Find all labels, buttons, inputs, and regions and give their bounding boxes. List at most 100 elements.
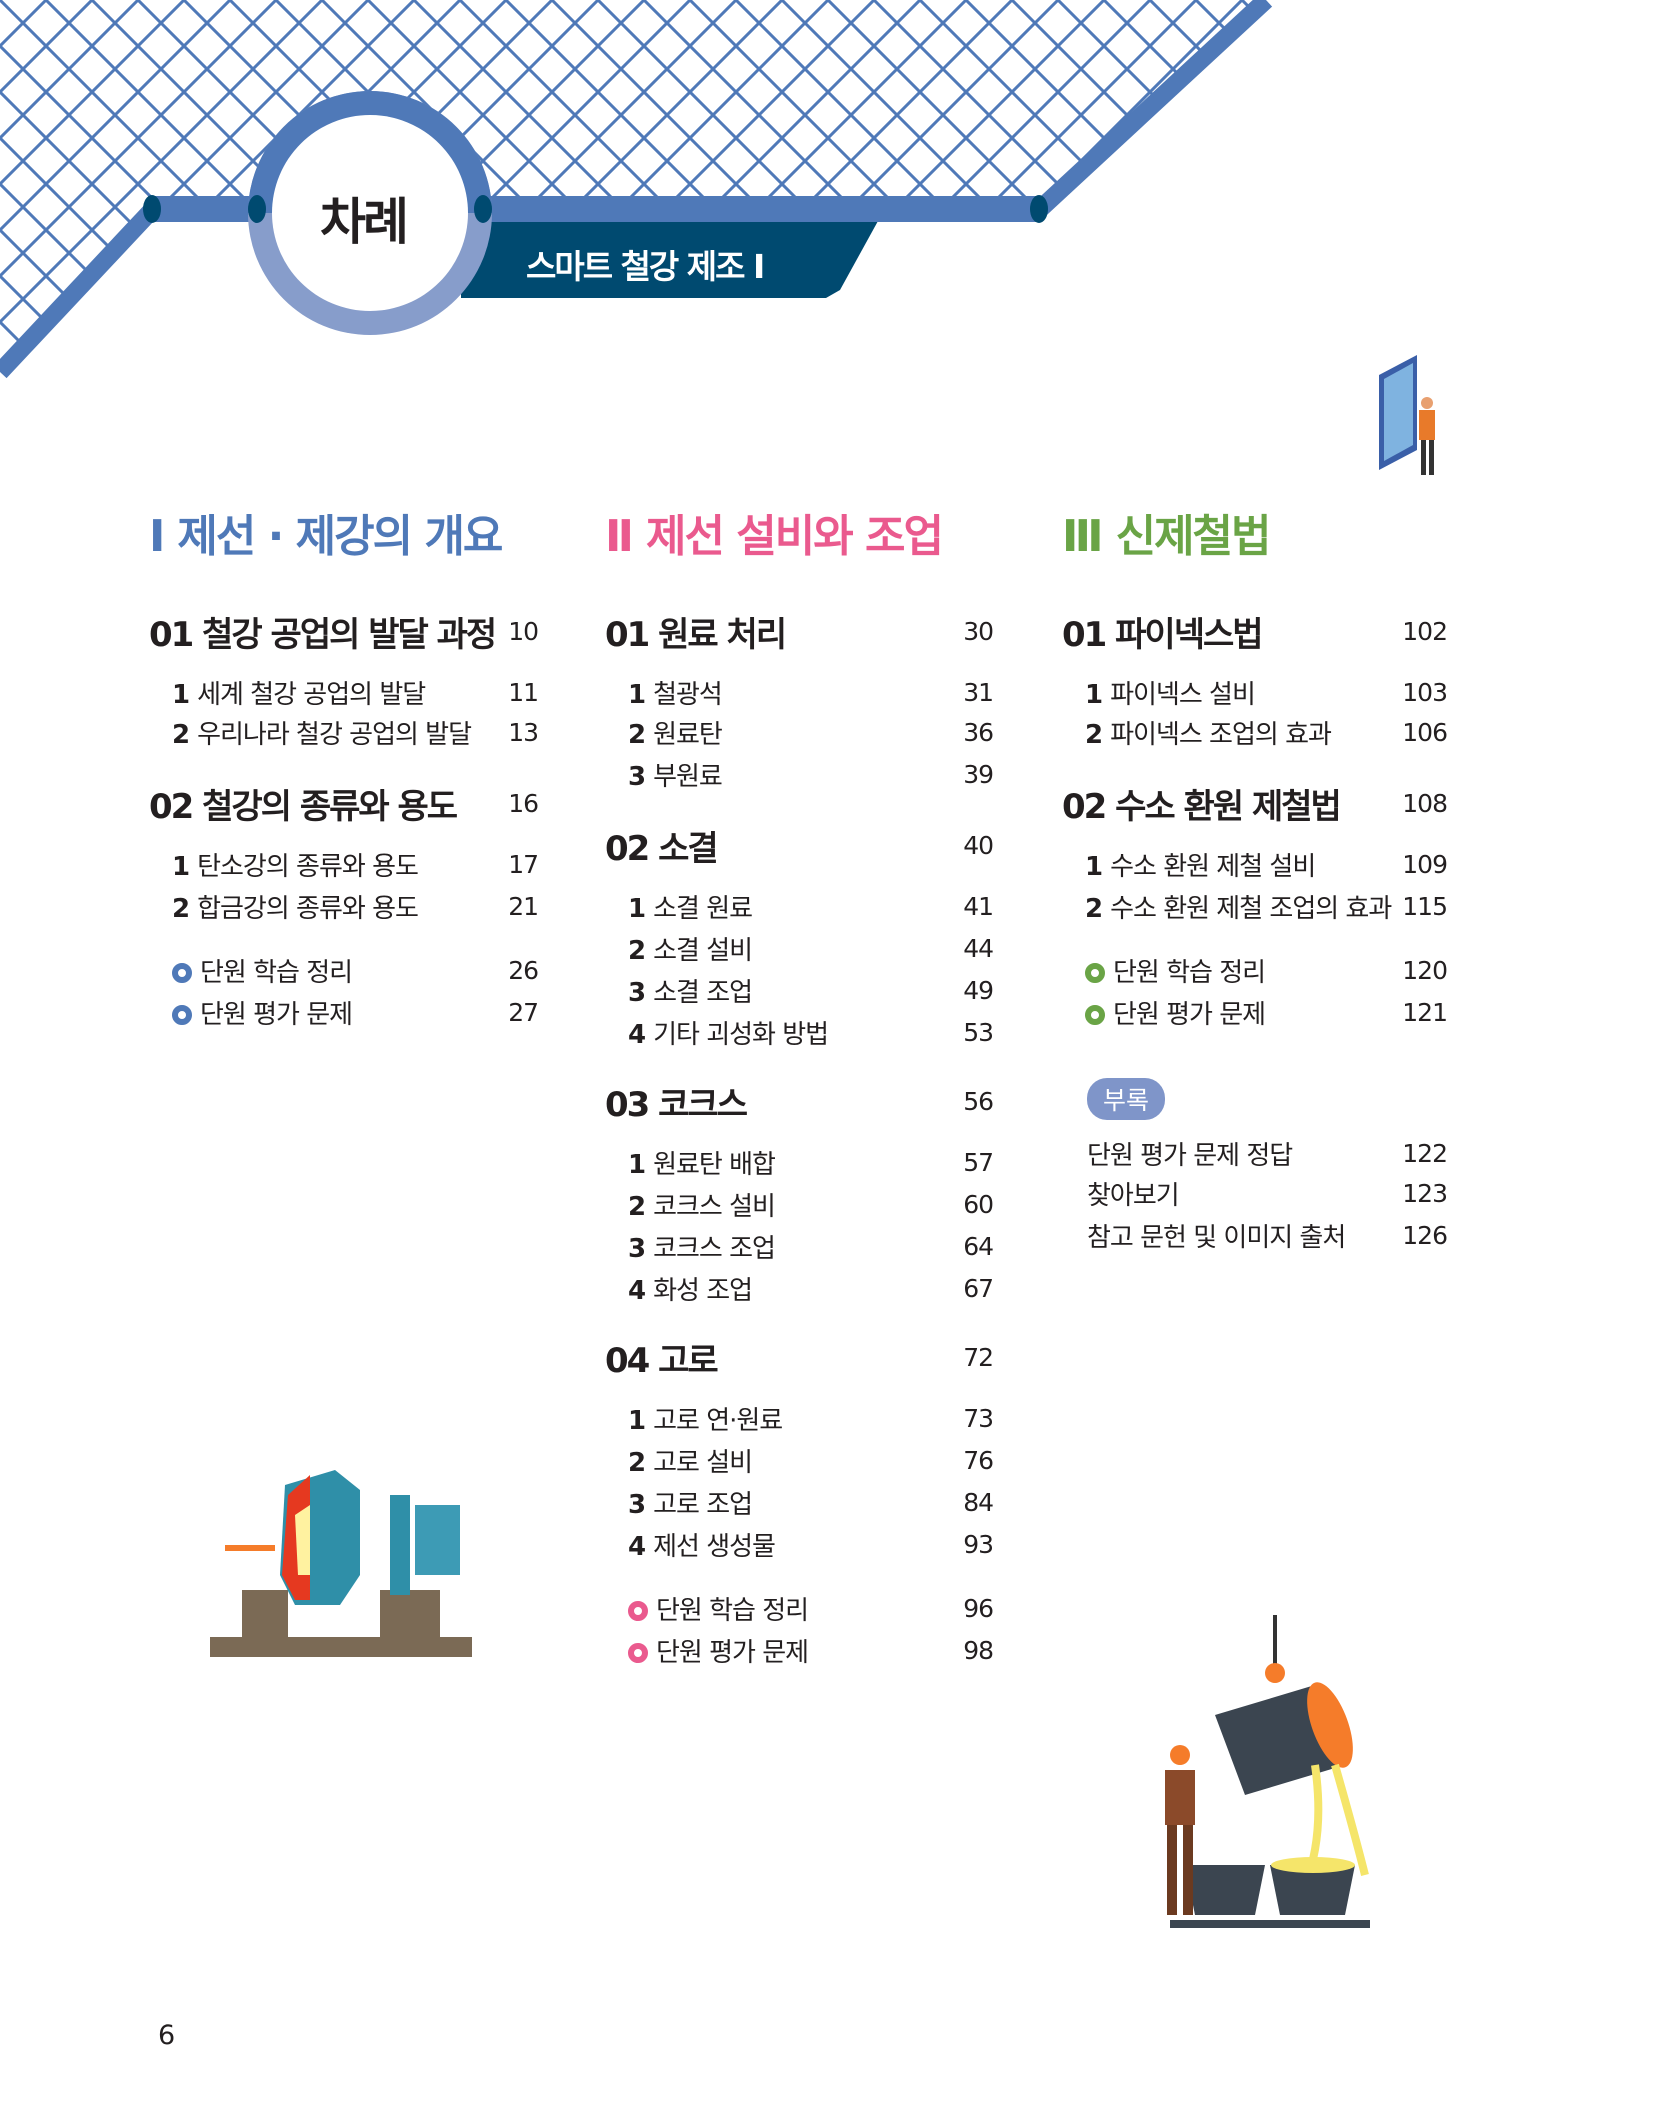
- entry-page: 30: [963, 616, 994, 646]
- toc-chapter[interactable]: 04 고로 72: [605, 1337, 994, 1381]
- entry-page: 122: [1402, 1138, 1448, 1168]
- toc-entry[interactable]: 1 수소 환원 제철 설비 109: [1085, 844, 1448, 884]
- entry-label: 01 파이넥스법: [1062, 614, 1264, 655]
- entry-page: 103: [1402, 677, 1448, 707]
- entry-label: 단원 학습 정리: [656, 1595, 809, 1626]
- toc-entry[interactable]: 단원 학습 정리 96: [628, 1588, 994, 1628]
- subtitle-band: [461, 221, 878, 298]
- entry-label: 단원 학습 정리: [200, 957, 353, 988]
- toc-chapter[interactable]: 01 철강 공업의 발달 과정 10: [149, 611, 539, 655]
- entry-number: 2: [628, 719, 646, 750]
- bullet-ring-icon: [172, 962, 192, 983]
- toc-entry[interactable]: 2 고로 설비 76: [628, 1440, 994, 1480]
- toc-entry[interactable]: 단원 학습 정리 120: [1085, 950, 1448, 990]
- toc-entry[interactable]: 2 파이넥스 조업의 효과 106: [1085, 712, 1448, 752]
- entry-label: 단원 평가 문제: [200, 999, 353, 1030]
- toc-entry[interactable]: 4 화성 조업 67: [628, 1268, 994, 1308]
- entry-label: 세계 철강 공업의 발달: [197, 679, 426, 710]
- toc-entry[interactable]: 2 합금강의 종류와 용도 21: [172, 886, 539, 926]
- toc-chapter[interactable]: 02 수소 환원 제철법 108: [1062, 783, 1448, 827]
- entry-number: 1: [1085, 851, 1103, 882]
- toc-entry[interactable]: 참고 문헌 및 이미지 출처 126: [1087, 1215, 1448, 1255]
- entry-page: 106: [1402, 717, 1448, 747]
- toc-chapter[interactable]: 03 코크스 56: [605, 1081, 994, 1125]
- entry-label: 고로 설비: [653, 1447, 753, 1478]
- converter-furnace-illustration: [210, 1470, 472, 1657]
- section-title-3: Ⅲ 신제철법: [1062, 500, 1272, 564]
- toc-entry[interactable]: 단원 평가 문제 98: [628, 1630, 994, 1670]
- toc-entry[interactable]: 단원 평가 문제 정답 122: [1087, 1133, 1448, 1173]
- entry-page: 11: [508, 677, 539, 707]
- toc-entry[interactable]: 1 세계 철강 공업의 발달 11: [172, 672, 539, 712]
- entry-label: 02 철강의 종류와 용도: [149, 786, 458, 827]
- bullet-ring-icon: [1085, 1004, 1105, 1025]
- toc-entry[interactable]: 1 고로 연·원료 73: [628, 1398, 994, 1438]
- toc-entry[interactable]: 1 소결 원료 41: [628, 886, 994, 926]
- toc-entry[interactable]: 4 기타 괴성화 방법 53: [628, 1012, 994, 1052]
- entry-page: 40: [963, 830, 994, 860]
- entry-page: 96: [963, 1593, 994, 1623]
- section-title-1: Ⅰ 제선 · 제강의 개요: [149, 500, 503, 564]
- entry-page: 108: [1402, 788, 1448, 818]
- entry-label: 단원 평가 문제: [1113, 999, 1266, 1030]
- entry-page: 44: [963, 933, 994, 963]
- toc-chapter[interactable]: 01 파이넥스법 102: [1062, 611, 1448, 655]
- entry-label: 탄소강의 종류와 용도: [197, 851, 419, 882]
- toc-entry[interactable]: 찾아보기 123: [1087, 1173, 1448, 1213]
- entry-label: 04 고로: [605, 1340, 719, 1381]
- book-subtitle: 스마트 철강 제조 Ⅰ: [526, 247, 765, 286]
- entry-label: 소결 조업: [653, 977, 753, 1008]
- toc-entry[interactable]: 2 수소 환원 제철 조업의 효과 115: [1085, 886, 1448, 926]
- entry-label: 02 소결: [605, 828, 719, 869]
- toc-entry[interactable]: 3 고로 조업 84: [628, 1482, 994, 1522]
- toc-entry[interactable]: 단원 평가 문제 27: [172, 992, 539, 1032]
- toc-entry[interactable]: 3 소결 조업 49: [628, 970, 994, 1010]
- entry-label: 단원 평가 문제 정답: [1087, 1140, 1293, 1171]
- toc-entry[interactable]: 1 탄소강의 종류와 용도 17: [172, 844, 539, 884]
- entry-page: 57: [963, 1147, 994, 1177]
- toc-entry[interactable]: 3 코크스 조업 64: [628, 1226, 994, 1266]
- entry-label: 01 원료 처리: [605, 614, 787, 655]
- toc-chapter[interactable]: 01 원료 처리 30: [605, 611, 994, 655]
- entry-label: 코크스 설비: [653, 1191, 776, 1222]
- entry-page: 36: [963, 717, 994, 747]
- section-title-text: 제선 · 제강의 개요: [177, 511, 503, 562]
- toc-entry[interactable]: 단원 평가 문제 121: [1085, 992, 1448, 1032]
- toc-entry[interactable]: 1 파이넥스 설비 103: [1085, 672, 1448, 712]
- toc-entry[interactable]: 1 철광석 31: [628, 672, 994, 712]
- entry-page: 17: [508, 849, 539, 879]
- appendix-badge: 부록: [1087, 1078, 1166, 1120]
- bullet-ring-icon: [172, 1004, 192, 1025]
- entry-label: 원료탄 배합: [653, 1149, 776, 1180]
- toc-chapter[interactable]: 02 철강의 종류와 용도 16: [149, 783, 539, 827]
- entry-label: 단원 학습 정리: [1113, 957, 1266, 988]
- toc-entry[interactable]: 4 제선 생성물 93: [628, 1524, 994, 1564]
- entry-number: 1: [628, 1149, 646, 1180]
- toc-entry[interactable]: 2 원료탄 36: [628, 712, 994, 752]
- entry-label: 02 수소 환원 제철법: [1062, 786, 1342, 827]
- entry-page: 126: [1402, 1220, 1448, 1250]
- toc-entry[interactable]: 단원 학습 정리 26: [172, 950, 539, 990]
- section-numeral: Ⅲ: [1062, 511, 1104, 562]
- entry-number: 2: [172, 719, 190, 750]
- bullet-ring-icon: [628, 1600, 648, 1621]
- page-number: 6: [158, 2020, 176, 2051]
- entry-page: 121: [1402, 997, 1448, 1027]
- toc-chapter[interactable]: 02 소결 40: [605, 825, 994, 869]
- entry-label: 기타 괴성화 방법: [653, 1019, 829, 1050]
- section-numeral: Ⅱ: [605, 511, 634, 562]
- toc-entry[interactable]: 2 소결 설비 44: [628, 928, 994, 968]
- toc-entry[interactable]: 2 우리나라 철강 공업의 발달 13: [172, 712, 539, 752]
- entry-number: 1: [628, 1405, 646, 1436]
- entry-number: 3: [628, 1233, 646, 1264]
- entry-number: 3: [628, 1489, 646, 1520]
- entry-page: 64: [963, 1231, 994, 1261]
- entry-number: 4: [628, 1531, 646, 1562]
- entry-page: 26: [508, 955, 539, 985]
- toc-entry[interactable]: 3 부원료 39: [628, 754, 994, 794]
- entry-page: 115: [1402, 891, 1448, 921]
- toc-entry[interactable]: 2 코크스 설비 60: [628, 1184, 994, 1224]
- entry-label: 01 철강 공업의 발달 과정: [149, 614, 497, 655]
- entry-label: 원료탄: [653, 719, 723, 750]
- toc-entry[interactable]: 1 원료탄 배합 57: [628, 1142, 994, 1182]
